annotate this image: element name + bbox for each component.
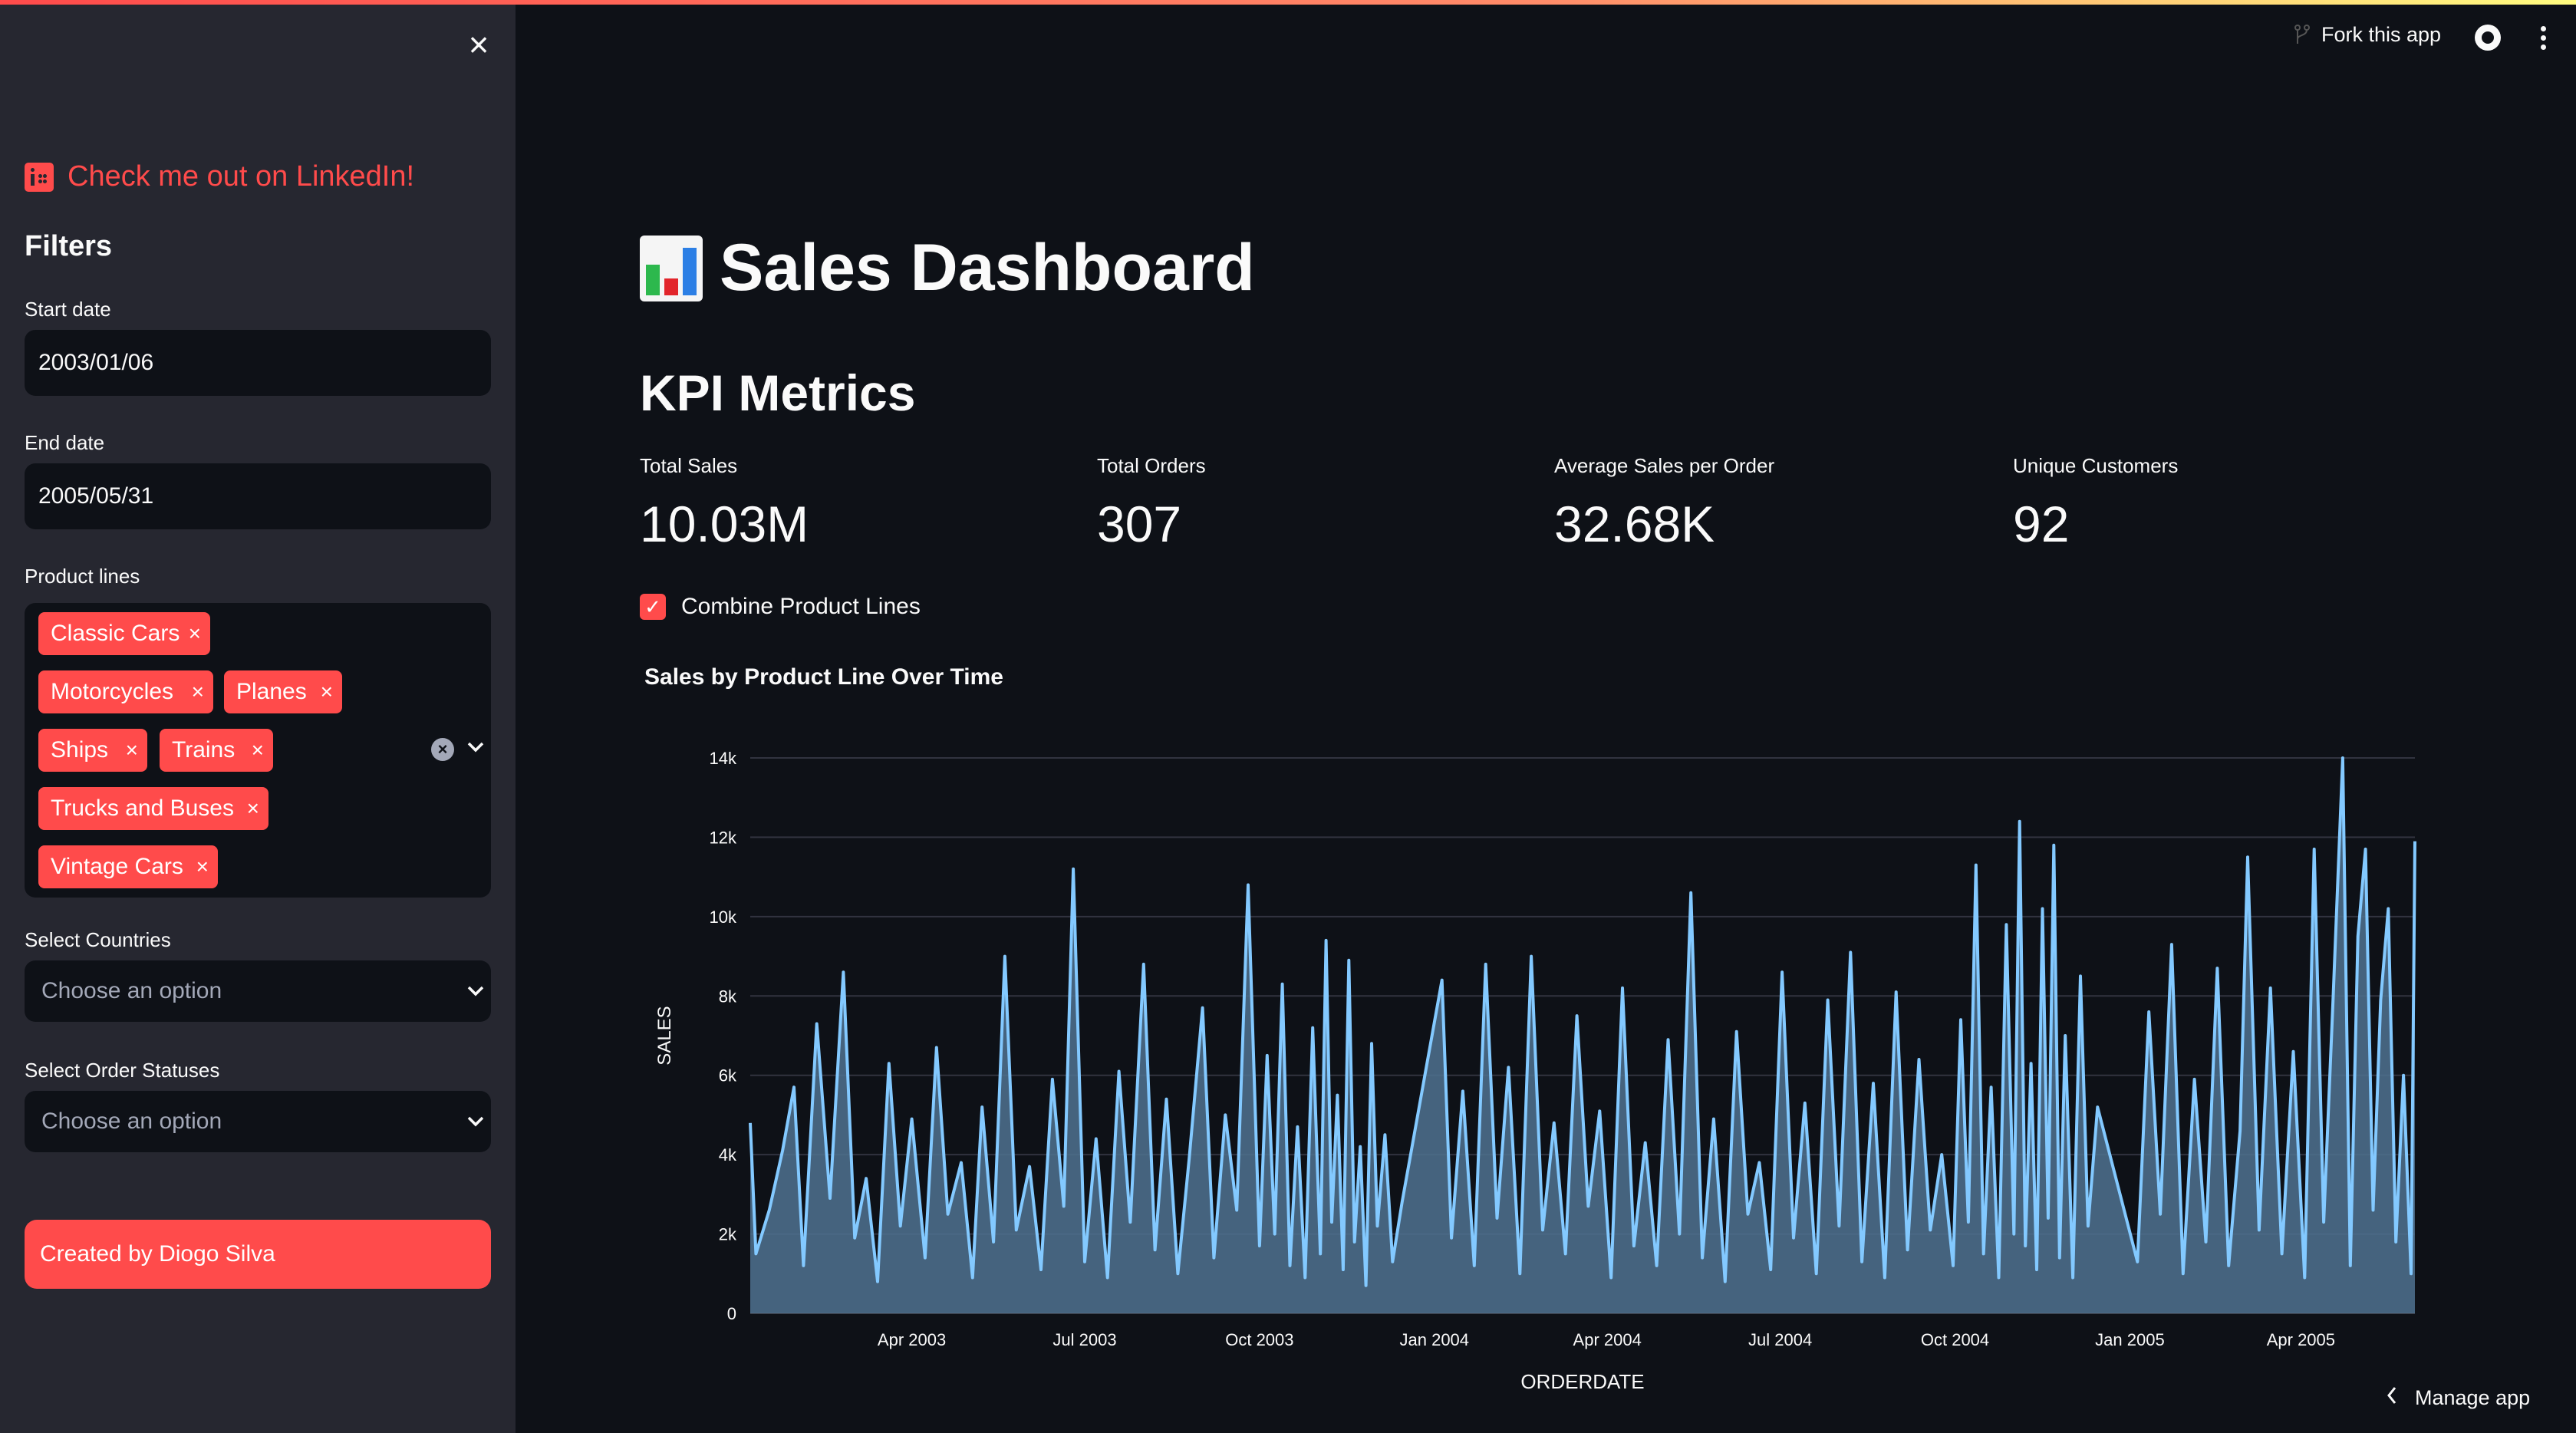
tag-planes[interactable]: Planes × — [224, 670, 342, 713]
tag-label: Classic Cars — [51, 621, 180, 646]
page-title: Sales Dashboard — [640, 230, 1255, 306]
tag-trains[interactable]: Trains × — [160, 729, 273, 772]
x-tick-label: Apr 2003 — [878, 1330, 946, 1349]
tag-label: Ships — [51, 737, 109, 763]
linkedin-link-label[interactable]: Check me out on LinkedIn! — [68, 160, 415, 193]
clear-all-icon[interactable]: × — [431, 738, 454, 761]
linkedin-link[interactable]: Check me out on LinkedIn! — [25, 160, 414, 193]
x-tick-label: Jul 2003 — [1052, 1330, 1116, 1349]
tag-label: Planes — [236, 679, 307, 704]
chevron-down-icon[interactable] — [466, 1115, 485, 1128]
remove-tag-icon[interactable]: × — [191, 680, 204, 703]
order-statuses-placeholder: Choose an option — [41, 1109, 222, 1134]
remove-tag-icon[interactable]: × — [251, 738, 264, 762]
countries-select[interactable]: Choose an option — [25, 960, 491, 1022]
order-statuses-label: Select Order Statuses — [25, 1059, 220, 1082]
remove-tag-icon[interactable]: × — [125, 738, 138, 762]
tag-ships[interactable]: Ships × — [38, 729, 147, 772]
y-tick-label: 8k — [719, 987, 737, 1006]
chart-title: Sales by Product Line Over Time — [644, 664, 1003, 690]
y-tick-label: 10k — [710, 908, 737, 927]
y-tick-label: 4k — [719, 1145, 737, 1165]
y-tick-label: 2k — [719, 1225, 737, 1244]
metric-total-sales: Total Sales 10.03M — [640, 454, 809, 553]
chevron-left-icon — [2386, 1385, 2398, 1411]
remove-tag-icon[interactable]: × — [320, 680, 333, 703]
series-line — [749, 756, 2416, 1287]
metric-value: 10.03M — [640, 496, 809, 552]
metric-label: Unique Customers — [2013, 454, 2179, 477]
product-lines-multiselect[interactable]: Classic Cars × Motorcycles × Planes × Ships… — [25, 603, 491, 898]
metric-average-sales: Average Sales per Order 32.68K — [1554, 454, 1774, 553]
x-tick-label: Jan 2005 — [2095, 1330, 2165, 1349]
close-sidebar-icon[interactable]: × — [468, 25, 489, 64]
combine-product-lines-checkbox[interactable]: ✓ Combine Product Lines — [640, 594, 921, 620]
x-tick-label: Apr 2005 — [2267, 1330, 2335, 1349]
checkmark-icon[interactable]: ✓ — [640, 594, 666, 620]
metric-value: 32.68K — [1554, 496, 1715, 552]
fork-app-button[interactable]: Fork this app — [2294, 23, 2441, 47]
metric-label: Average Sales per Order — [1554, 454, 1775, 477]
sales-area-chart[interactable]: 0 2k 4k 6k 8k 10k 12k 14k Apr 2003 Jul 2003 Oct 20… — [629, 721, 2424, 1396]
tag-motorcycles[interactable]: Motorcycles × — [38, 670, 213, 713]
remove-tag-icon[interactable]: × — [188, 621, 201, 645]
end-date-input[interactable]: 2005/05/31 — [25, 463, 491, 529]
page-title-text: Sales Dashboard — [720, 231, 1255, 305]
fork-app-label: Fork this app — [2321, 23, 2442, 46]
sidebar: × Check me out on LinkedIn! Filters Star… — [0, 5, 516, 1433]
metric-value: 92 — [2013, 496, 2070, 552]
series-area — [750, 758, 2415, 1313]
metric-label: Total Sales — [640, 454, 738, 477]
metric-unique-customers: Unique Customers 92 — [2013, 454, 2178, 553]
tag-label: Trucks and Buses — [51, 796, 234, 821]
created-by-banner: Created by Diogo Silva — [25, 1220, 491, 1289]
tag-label: Motorcycles — [51, 679, 174, 704]
end-date-label: End date — [25, 431, 105, 454]
top-accent-bar — [0, 0, 2576, 5]
filters-heading: Filters — [25, 230, 113, 262]
product-lines-label: Product lines — [25, 565, 140, 588]
kpi-heading: KPI Metrics — [640, 364, 916, 421]
combine-product-lines-label: Combine Product Lines — [681, 594, 921, 619]
manage-app-button[interactable]: Manage app — [2386, 1385, 2530, 1411]
order-statuses-select[interactable]: Choose an option — [25, 1091, 491, 1152]
manage-app-label: Manage app — [2415, 1386, 2531, 1409]
fork-icon — [2294, 24, 2311, 47]
metric-total-orders: Total Orders 307 — [1097, 454, 1206, 553]
x-axis-title: ORDERDATE — [1520, 1370, 1644, 1393]
y-axis-title: SALES — [654, 1006, 675, 1065]
x-tick-label: Oct 2003 — [1225, 1330, 1293, 1349]
tag-classic-cars[interactable]: Classic Cars × — [38, 612, 210, 655]
countries-placeholder: Choose an option — [41, 978, 222, 1003]
start-date-label: Start date — [25, 298, 111, 321]
countries-label: Select Countries — [25, 928, 171, 951]
y-tick-label: 6k — [719, 1066, 737, 1085]
bar-chart-icon — [640, 235, 703, 301]
tag-label: Trains — [172, 737, 236, 763]
linkedin-icon — [25, 162, 54, 192]
tag-trucks-and-buses[interactable]: Trucks and Buses × — [38, 787, 268, 830]
y-tick-label: 0 — [727, 1304, 736, 1323]
y-tick-label: 14k — [710, 749, 737, 768]
tag-label: Vintage Cars — [51, 854, 183, 879]
x-tick-label: Jul 2004 — [1748, 1330, 1812, 1349]
start-date-input[interactable]: 2003/01/06 — [25, 330, 491, 396]
y-tick-label: 12k — [710, 828, 737, 847]
metric-value: 307 — [1097, 496, 1182, 552]
chevron-down-icon[interactable] — [466, 741, 485, 753]
remove-tag-icon[interactable]: × — [196, 855, 209, 878]
metric-label: Total Orders — [1097, 454, 1206, 477]
tag-vintage-cars[interactable]: Vintage Cars × — [38, 845, 218, 888]
x-tick-label: Apr 2004 — [1573, 1330, 1642, 1349]
github-icon[interactable] — [2475, 25, 2501, 51]
chevron-down-icon[interactable] — [466, 985, 485, 997]
more-menu-icon[interactable] — [2541, 26, 2547, 54]
x-tick-label: Oct 2004 — [1921, 1330, 1989, 1349]
remove-tag-icon[interactable]: × — [246, 796, 259, 820]
x-tick-label: Jan 2004 — [1400, 1330, 1470, 1349]
